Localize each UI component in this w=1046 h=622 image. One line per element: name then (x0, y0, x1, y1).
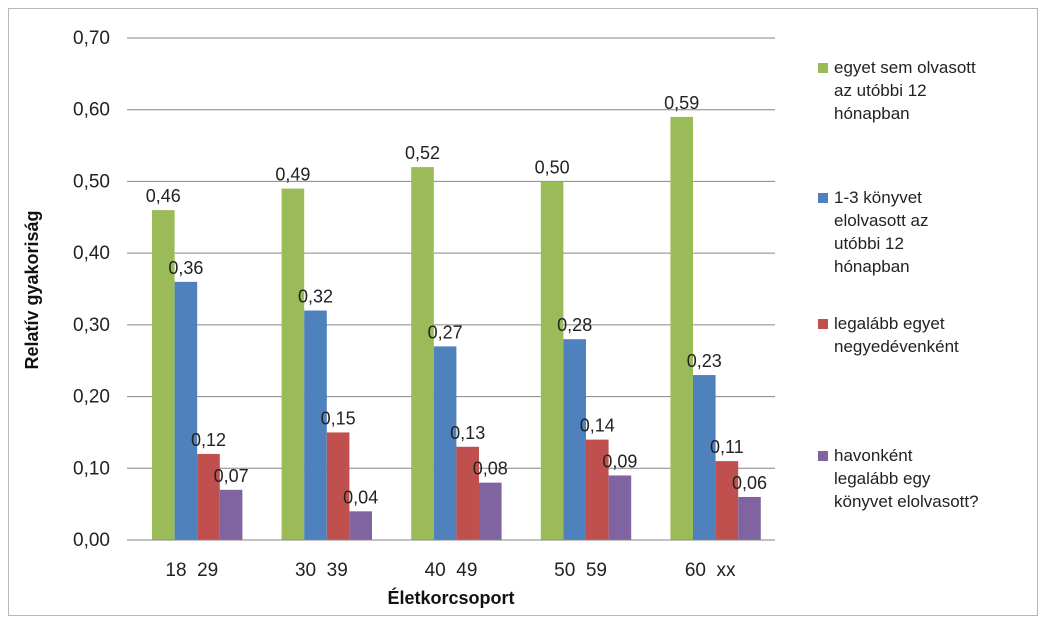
data-label: 0,11 (710, 437, 744, 457)
bar (174, 281, 198, 540)
data-label: 0,07 (214, 466, 249, 486)
bar (197, 453, 220, 540)
legend-swatch (818, 63, 828, 73)
data-label: 0,46 (146, 186, 181, 206)
bar (456, 446, 479, 540)
bar (304, 310, 327, 540)
y-tick-label: 0,50 (73, 171, 110, 192)
bar (433, 346, 457, 540)
data-label: 0,06 (732, 473, 767, 493)
data-label: 0,12 (191, 430, 226, 450)
y-tick-label: 0,20 (73, 387, 110, 408)
data-label: 0,50 (535, 157, 570, 177)
data-label: 0,09 (602, 451, 637, 471)
x-tick-label: 50 59 (554, 560, 607, 581)
x-tick-label: 40 49 (425, 560, 478, 581)
y-tick-label: 0,70 (73, 28, 110, 49)
data-label: 0,23 (687, 351, 722, 371)
bar (219, 489, 243, 540)
bar (152, 210, 175, 540)
y-tick-label: 0,30 (73, 315, 110, 336)
data-label: 0,49 (275, 165, 310, 185)
data-label: 0,32 (298, 287, 333, 307)
legend-swatch (818, 193, 828, 203)
legend-swatch (818, 319, 828, 329)
data-label: 0,27 (428, 322, 463, 342)
y-tick-label: 0,00 (73, 530, 110, 551)
bar (738, 496, 761, 540)
x-tick-label: 18 29 (165, 560, 218, 581)
x-tick-label: 60 xx (685, 560, 736, 581)
data-label: 0,52 (405, 143, 440, 163)
y-tick-label: 0,60 (73, 100, 110, 121)
legend-label: havonként legalább egy könyvet elolvasot… (834, 446, 979, 511)
data-label: 0,15 (321, 408, 356, 428)
data-labels: 0,46 0,36 0,12 0,07 0,49 0,32 0,15 0,04 0,52 0,27… (146, 93, 767, 507)
data-label: 0,08 (473, 459, 508, 479)
bar (540, 181, 564, 540)
bar (693, 375, 716, 540)
x-tick-label: 30 39 (295, 560, 348, 581)
bars (152, 116, 761, 541)
bar (326, 432, 350, 540)
y-axis-ticks: 0,00 0,10 0,20 0,30 0,40 0,50 0,60 0,70 (73, 28, 110, 551)
x-axis-ticks: 18 29 30 39 40 49 50 59 60 xx (165, 560, 736, 581)
bar (349, 511, 372, 540)
bar (608, 475, 632, 540)
bar (479, 482, 502, 540)
bar (670, 116, 693, 540)
y-axis-title: Relatív gyakoriság (22, 210, 42, 369)
bar (281, 188, 305, 540)
bar (715, 461, 739, 540)
bar (411, 167, 434, 541)
legend-label: 1-3 könyvet elolvasott az utóbbi 12 hóna… (834, 188, 929, 276)
data-label: 0,13 (450, 423, 485, 443)
data-label: 0,59 (664, 93, 699, 113)
bar (586, 439, 609, 540)
data-label: 0,04 (343, 487, 378, 507)
gridlines (127, 37, 775, 469)
bar (563, 339, 586, 540)
legend-label: egyet sem olvasott az utóbbi 12 hónapban (834, 58, 976, 123)
y-tick-label: 0,10 (73, 458, 110, 479)
data-label: 0,14 (580, 416, 615, 436)
x-axis-title: Életkorcsoport (387, 587, 514, 608)
data-label: 0,36 (168, 258, 203, 278)
legend-swatch (818, 451, 828, 461)
legend-label: legalább egyet negyedévenként (834, 314, 959, 356)
y-tick-label: 0,40 (73, 243, 110, 264)
data-label: 0,28 (557, 315, 592, 335)
